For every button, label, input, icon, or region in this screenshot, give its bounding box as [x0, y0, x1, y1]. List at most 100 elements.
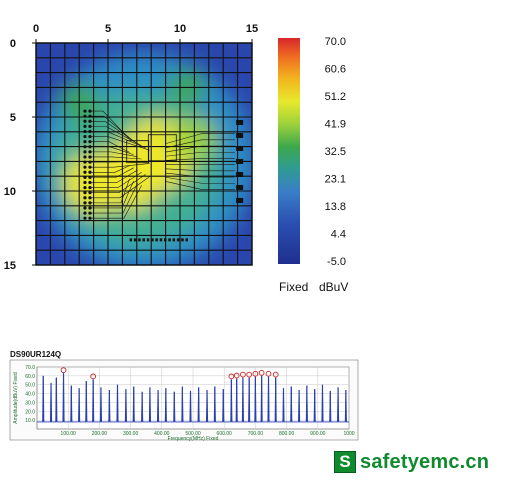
spectrum-y-ticks: 70.0 60.0 50.0 40.0 30.0 20.0 10.0: [25, 365, 35, 424]
pcb-pad: [83, 124, 87, 128]
spectrum-peak-marker: [272, 371, 279, 378]
spectrum-x-tick-label: 300.00: [123, 431, 139, 437]
spectrum-y-tick-label: 40.0: [25, 392, 35, 398]
pcb-header-pin: [176, 238, 180, 242]
pcb-trace: [89, 178, 130, 204]
pcb-header-pin: [133, 238, 137, 242]
pcb-trace: [89, 120, 138, 144]
heatmap-plot: 0 5 10 15 0 5 10 15: [4, 23, 258, 272]
heatmap-y-tick-label: 15: [4, 260, 16, 272]
pcb-trace: [89, 151, 138, 158]
heatmap-border: [35, 42, 253, 266]
colorbar: 70.0 60.6 51.2 41.9 32.5 23.1 13.8 4.4 -5.0 Fixe…: [278, 36, 348, 294]
spectrum-title: DS90UR124Q: [10, 350, 61, 359]
spectrum-trace: [37, 373, 349, 423]
heatmap-x-tick-label: 5: [105, 23, 111, 35]
spectrum-peak-markers: [60, 367, 279, 380]
spectrum-peak-marker: [246, 371, 253, 378]
spectrum-grid: [37, 366, 350, 429]
pcb-header-pin: [142, 238, 145, 242]
pcb-trace: [89, 115, 134, 142]
pcb-pad: [83, 211, 87, 215]
colorbar-tick-label: 51.2: [325, 91, 346, 103]
spectrum-x-axis-label: Frequency(MHz) Fixed: [168, 436, 219, 442]
spectrum-x-tick-label: 100.00: [61, 431, 77, 437]
pcb-header-pin: [146, 238, 150, 242]
pcb-connector-pin: [236, 132, 244, 138]
pcb-pad: [83, 196, 87, 200]
pcb-trace: [89, 156, 142, 160]
pcb-connector-pin: [236, 184, 244, 190]
pcb-trace: [89, 183, 138, 214]
spectrum-y-tick-label: 50.0: [25, 383, 35, 389]
pcb-header-pin: [159, 238, 163, 242]
heatmap-x-tick-label: 0: [33, 23, 39, 35]
pcb-header-pin: [181, 238, 184, 242]
heatmap-y-ticks: 0 5 10 15: [4, 38, 36, 272]
pcb-trace: [89, 163, 150, 168]
pcb-trace: [89, 167, 134, 178]
spectrum-y-tick-label: 30.0: [25, 400, 35, 406]
pcb-pad: [83, 170, 87, 174]
pcb-pad: [83, 180, 87, 185]
pcb-pad: [83, 119, 87, 123]
pcb-header-pin: [151, 238, 154, 242]
spectrum-x-tick-label: 1000: [343, 431, 354, 437]
spectrum-x-tick-label: 900.00: [310, 431, 326, 437]
pcb-pad: [83, 155, 87, 159]
pcb-pad: [83, 206, 87, 210]
brand-text: safetyemc.cn: [360, 450, 490, 473]
spectrum-y-tick-label: 10.0: [25, 418, 35, 424]
colorbar-tick-label: 23.1: [325, 174, 346, 186]
colorbar-tick-label: 4.4: [331, 229, 346, 241]
spectrum-plot: DS90UR124Q 100.00 200.00 300.00 400.00 500.0…: [9, 350, 359, 442]
pcb-connector-pin: [236, 197, 244, 203]
brand-icon: S: [334, 451, 356, 473]
spectrum-x-tick-label: 700.00: [248, 431, 264, 437]
colorbar-unit-label: dBuV: [319, 280, 348, 294]
pcb-pad: [83, 216, 87, 220]
colorbar-tick-label: 70.0: [325, 36, 346, 48]
colorbar-tick-label: 60.6: [325, 64, 346, 76]
pcb-trace: [89, 176, 150, 199]
spectrum-peak-marker: [265, 370, 272, 377]
pcb-chip: [147, 134, 177, 162]
spectrum-peak-marker: [252, 370, 259, 377]
spectrum-peak-marker: [228, 373, 235, 380]
spectrum-peak-marker: [233, 372, 240, 379]
pcb-pad: [83, 191, 87, 195]
pcb-trace: [89, 169, 138, 183]
heatmap-y-tick-label: 5: [10, 112, 16, 124]
heatmap-y-tick-label: 0: [10, 38, 16, 50]
heatmap-x-tick-label: 10: [174, 23, 186, 35]
colorbar-tick-label: 13.8: [325, 201, 346, 213]
spectrum-x-tick-label: 800.00: [279, 431, 295, 437]
colorbar-tick-label: 41.9: [325, 119, 346, 131]
pcb-trace: [89, 110, 130, 140]
colorbar-tick-label: -5.0: [327, 256, 346, 268]
pcb-pad: [83, 165, 87, 169]
spectrum-x-tick-label: 600.00: [217, 431, 233, 437]
pcb-pad: [83, 109, 87, 113]
spectrum-peak-marker: [90, 373, 97, 380]
spectrum-x-tick-label: 500.00: [185, 431, 201, 437]
colorbar-mode-label: Fixed: [279, 280, 308, 294]
pcb-header-pin: [168, 238, 171, 242]
pcb-trace: [89, 165, 130, 173]
heatmap-x-ticks: 0 5 10 15: [33, 23, 258, 43]
heatmap-x-tick-label: 15: [246, 23, 258, 35]
pcb-connector-pin: [236, 145, 244, 151]
pcb-trace: [89, 171, 142, 188]
heatmap-grid: [36, 43, 252, 265]
colorbar-labels: 70.0 60.6 51.2 41.9 32.5 23.1 13.8 4.4 -5.0: [325, 36, 346, 268]
colorbar-gradient: [278, 38, 300, 264]
spectrum-y-tick-label: 70.0: [25, 365, 35, 371]
pcb-header-pin: [185, 238, 188, 242]
spectrum-x-ticks: 100.00 200.00 300.00 400.00 500.00 600.00 700.…: [61, 431, 355, 437]
spectrum-peak-marker: [60, 367, 67, 374]
pcb-pad: [83, 185, 87, 190]
pcb-pad: [83, 134, 87, 139]
pcb-trace: [89, 185, 142, 219]
spectrum-y-axis-label: Amplitude(dBuV) Fixed: [13, 372, 19, 424]
